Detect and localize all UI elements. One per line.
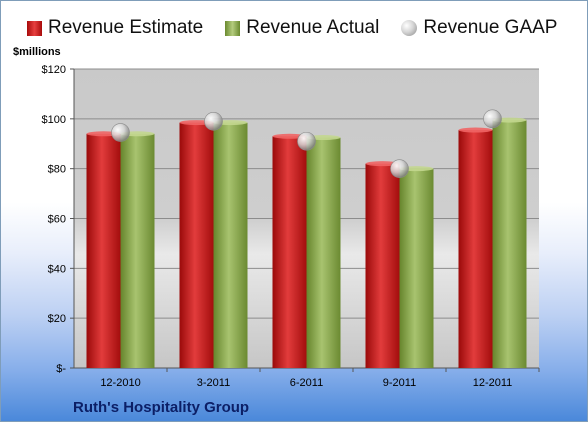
legend-item-actual: Revenue Actual — [225, 17, 379, 39]
bar-revenue-estimate — [272, 136, 307, 368]
y-tick-label: $80 — [48, 164, 66, 176]
bar-revenue-estimate — [365, 163, 400, 368]
legend-swatch-estimate — [27, 20, 42, 36]
legend-label-actual: Revenue Actual — [246, 17, 380, 38]
legend-swatch-gaap — [401, 20, 418, 36]
x-tick-label: 9-2011 — [383, 377, 416, 389]
bar-revenue-estimate-cap — [458, 127, 493, 133]
y-tick-label: $120 — [42, 64, 66, 76]
y-tick-label: $40 — [48, 263, 66, 275]
bar-revenue-actual — [213, 122, 248, 368]
y-tick-label: $60 — [48, 214, 66, 226]
x-tick-label: 6-2011 — [290, 377, 323, 389]
y-tick-label: $100 — [42, 114, 66, 126]
y-axis-unit-label: $millions — [13, 46, 61, 58]
legend-label-estimate: Revenue Estimate — [48, 17, 204, 38]
bar-revenue-actual — [306, 137, 341, 368]
legend-swatch-actual — [225, 20, 241, 36]
point-revenue-gaap — [297, 131, 316, 151]
legend-label-gaap: Revenue GAAP — [423, 17, 558, 38]
x-tick-label: 12-2011 — [473, 377, 513, 389]
company-name: Ruth's Hospitality Group — [73, 399, 250, 416]
point-revenue-gaap — [204, 112, 223, 131]
y-tick-label: $- — [56, 363, 66, 375]
x-tick-label: 3-2011 — [197, 377, 230, 389]
bar-revenue-estimate — [86, 133, 121, 368]
point-revenue-gaap — [390, 159, 409, 178]
point-revenue-gaap — [111, 123, 130, 142]
legend-item-gaap: Revenue GAAP — [401, 17, 557, 39]
bar-revenue-estimate — [458, 130, 493, 368]
bar-revenue-actual — [399, 168, 434, 368]
legend: Revenue Estimate Revenue Actual Revenue … — [27, 17, 557, 39]
point-revenue-gaap — [483, 109, 502, 129]
legend-item-estimate: Revenue Estimate — [27, 17, 203, 39]
x-tick-label: 12-2010 — [100, 377, 140, 389]
bar-revenue-estimate — [179, 122, 214, 368]
bar-revenue-actual — [120, 133, 155, 368]
y-tick-label: $20 — [48, 313, 66, 325]
bar-revenue-actual — [492, 120, 527, 369]
